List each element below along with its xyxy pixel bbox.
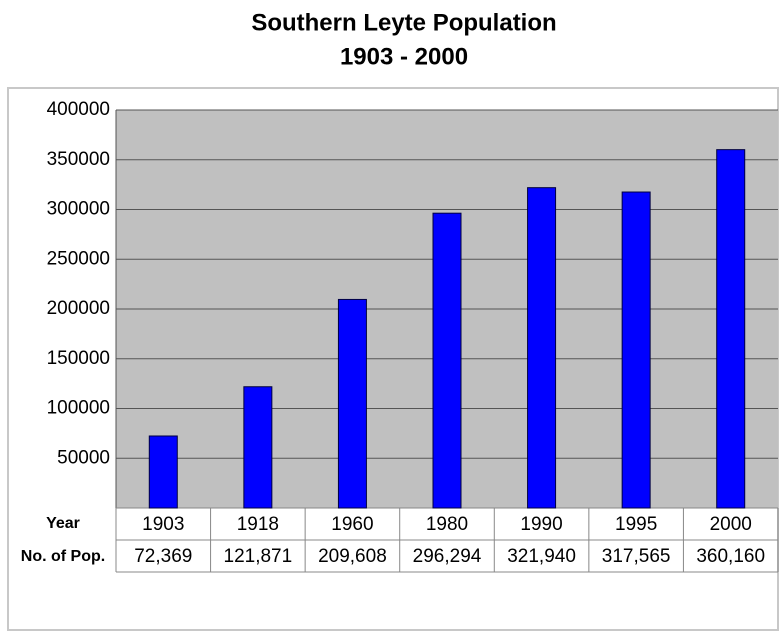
x-tick-label: 1990: [520, 514, 562, 535]
table-value: 121,871: [224, 546, 293, 567]
table-row-label: Year: [46, 515, 80, 532]
y-tick-label: 400000: [47, 99, 110, 120]
bar: [148, 435, 178, 509]
y-tick-label: 50000: [57, 447, 110, 468]
table-value: 296,294: [413, 546, 482, 567]
x-tick-label: 1995: [615, 514, 657, 535]
bar: [432, 212, 462, 509]
y-tick-label: 150000: [47, 348, 110, 369]
x-tick-label: 1960: [331, 514, 373, 535]
x-tick-label: 1903: [142, 514, 184, 535]
chart-title: Southern Leyte Population: [251, 9, 556, 36]
chart-subtitle: 1903 - 2000: [340, 43, 468, 70]
y-tick-label: 200000: [47, 298, 110, 319]
y-tick-label: 100000: [47, 398, 110, 419]
x-tick-label: 2000: [710, 514, 752, 535]
table-value: 360,160: [696, 546, 765, 567]
y-tick-label: 300000: [47, 199, 110, 220]
bar: [243, 386, 273, 509]
table-row-label: No. of Pop.: [21, 548, 105, 565]
bar: [527, 187, 557, 509]
bar: [716, 149, 746, 509]
y-tick-label: 250000: [47, 248, 110, 269]
x-tick-label: 1918: [237, 514, 279, 535]
bar: [337, 298, 367, 509]
y-tick-label: 350000: [47, 149, 110, 170]
table-value: 321,940: [507, 546, 576, 567]
table-value: 209,608: [318, 546, 387, 567]
bar: [621, 191, 651, 509]
table-value: 72,369: [134, 546, 192, 567]
x-tick-label: 1980: [426, 514, 468, 535]
table-value: 317,565: [602, 546, 671, 567]
